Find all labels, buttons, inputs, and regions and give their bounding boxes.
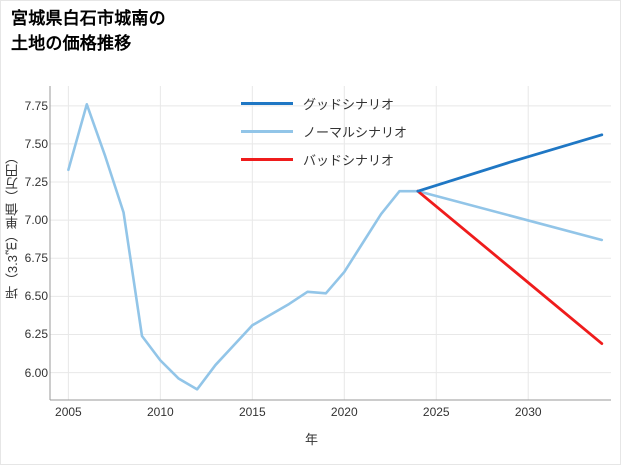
legend-swatch <box>241 157 293 161</box>
y-tick-label: 6.50 <box>24 289 48 304</box>
x-tick-label: 2030 <box>514 405 542 419</box>
x-tick-label: 2005 <box>55 405 82 419</box>
legend-item: ノーマルシナリオ <box>241 117 491 145</box>
y-tick-label: 7.25 <box>24 175 48 190</box>
page-title: 宮城県白石市城南の 土地の価格推移 <box>11 9 166 53</box>
y-tick-label: 6.25 <box>24 327 48 342</box>
y-tick-label: 7.50 <box>24 136 48 151</box>
legend-swatch <box>241 101 293 105</box>
y-tick-label: 6.00 <box>24 365 48 380</box>
x-tick-label: 2010 <box>147 405 174 419</box>
legend-label: バッドシナリオ <box>303 152 395 168</box>
y-tick-label: 7.00 <box>24 213 48 228</box>
legend-item: バッドシナリオ <box>241 145 491 173</box>
legend-item: グッドシナリオ <box>241 89 491 117</box>
y-tick-label: 6.75 <box>24 251 48 266</box>
x-tick-label: 2025 <box>422 405 450 419</box>
legend-label: グッドシナリオ <box>303 96 395 112</box>
y-tick-label: 7.75 <box>24 98 48 113</box>
x-axis-label: 年 <box>304 432 318 447</box>
x-tick-label: 2015 <box>238 405 266 419</box>
x-tick-label: 2020 <box>330 405 358 419</box>
legend-swatch <box>241 129 293 133</box>
legend-label: ノーマルシナリオ <box>303 124 408 140</box>
chart-legend: グッドシナリオ ノーマルシナリオ バッドシナリオ <box>241 89 491 173</box>
